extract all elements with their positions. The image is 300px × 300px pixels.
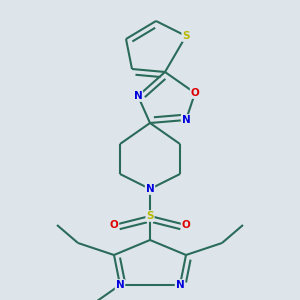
Text: S: S bbox=[146, 211, 154, 221]
Text: N: N bbox=[116, 280, 124, 290]
Text: N: N bbox=[146, 184, 154, 194]
Text: O: O bbox=[190, 88, 200, 98]
Text: N: N bbox=[134, 91, 142, 101]
Text: N: N bbox=[176, 280, 184, 290]
Text: O: O bbox=[182, 220, 190, 230]
Text: O: O bbox=[110, 220, 118, 230]
Text: S: S bbox=[182, 31, 190, 41]
Text: N: N bbox=[182, 115, 190, 125]
